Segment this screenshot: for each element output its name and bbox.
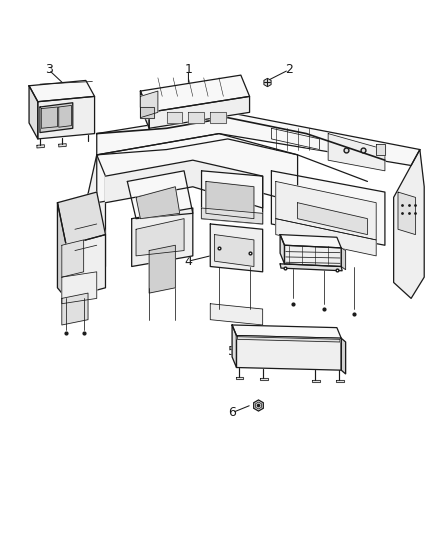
- Polygon shape: [280, 235, 341, 248]
- Polygon shape: [59, 144, 66, 147]
- Text: 2: 2: [285, 63, 293, 76]
- Polygon shape: [272, 128, 319, 150]
- Polygon shape: [166, 112, 182, 123]
- Polygon shape: [232, 325, 341, 338]
- Polygon shape: [40, 103, 73, 133]
- Polygon shape: [141, 91, 149, 128]
- Polygon shape: [62, 272, 97, 304]
- Polygon shape: [62, 293, 88, 325]
- Polygon shape: [341, 248, 346, 270]
- Polygon shape: [285, 245, 341, 266]
- Text: 1: 1: [184, 63, 192, 76]
- Polygon shape: [312, 379, 320, 382]
- Polygon shape: [232, 325, 237, 368]
- Polygon shape: [149, 245, 175, 293]
- Polygon shape: [280, 235, 285, 264]
- Polygon shape: [276, 181, 376, 240]
- Polygon shape: [328, 134, 385, 171]
- Polygon shape: [38, 96, 95, 139]
- Polygon shape: [29, 86, 38, 139]
- Polygon shape: [136, 219, 184, 256]
- Polygon shape: [201, 208, 263, 224]
- Polygon shape: [236, 377, 244, 379]
- Polygon shape: [215, 235, 254, 266]
- Polygon shape: [280, 264, 342, 271]
- Text: 6: 6: [228, 406, 236, 419]
- Polygon shape: [66, 235, 106, 298]
- Polygon shape: [201, 171, 263, 224]
- Polygon shape: [132, 208, 193, 266]
- Polygon shape: [276, 219, 376, 256]
- Polygon shape: [37, 145, 44, 148]
- Polygon shape: [206, 181, 254, 219]
- Polygon shape: [141, 75, 250, 112]
- Polygon shape: [106, 160, 263, 208]
- Polygon shape: [210, 224, 263, 272]
- Polygon shape: [41, 107, 57, 128]
- Polygon shape: [376, 144, 385, 155]
- Polygon shape: [210, 304, 263, 325]
- Polygon shape: [97, 112, 420, 165]
- Polygon shape: [84, 155, 106, 266]
- Polygon shape: [57, 192, 106, 245]
- Polygon shape: [272, 171, 385, 245]
- Polygon shape: [398, 192, 416, 235]
- Polygon shape: [97, 134, 297, 203]
- Polygon shape: [149, 96, 250, 128]
- Polygon shape: [341, 338, 346, 374]
- Polygon shape: [141, 107, 153, 118]
- Polygon shape: [260, 378, 268, 380]
- Polygon shape: [336, 379, 344, 382]
- Polygon shape: [210, 112, 226, 123]
- Polygon shape: [141, 91, 158, 118]
- Text: 4: 4: [184, 255, 192, 268]
- Polygon shape: [136, 187, 180, 219]
- Polygon shape: [29, 80, 95, 102]
- Text: 5: 5: [228, 345, 236, 358]
- Polygon shape: [127, 171, 193, 219]
- Polygon shape: [59, 106, 71, 127]
- Polygon shape: [237, 337, 340, 342]
- Polygon shape: [394, 150, 424, 298]
- Text: 3: 3: [45, 63, 53, 76]
- Polygon shape: [62, 240, 84, 277]
- Polygon shape: [188, 112, 204, 123]
- Polygon shape: [57, 203, 66, 298]
- Polygon shape: [297, 203, 367, 235]
- Polygon shape: [237, 336, 341, 370]
